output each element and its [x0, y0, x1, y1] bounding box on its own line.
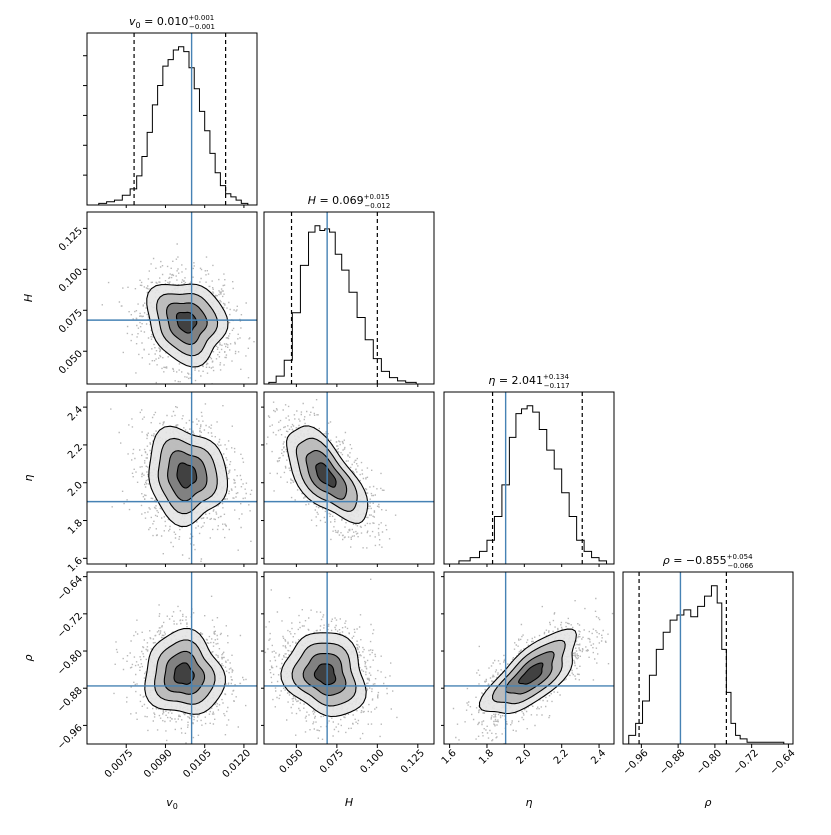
ytick-label-2-3: 2.2	[66, 442, 85, 461]
pair-panel-2-0	[86, 391, 258, 565]
pair-panel-3-0	[86, 571, 258, 745]
xtick-label-2-3: 2.2	[552, 748, 571, 767]
pair-panel-1-0	[86, 211, 258, 385]
hist-title-2: η = 2.041+0.134 −0.117	[488, 373, 569, 390]
xaxis-label-2: η	[526, 796, 533, 809]
hist-panel-2: η = 2.041+0.134 −0.117	[443, 373, 615, 565]
pair-frame-3-0	[86, 571, 258, 745]
hist-frame-1	[263, 211, 435, 385]
ytick-label-2-4: 2.4	[66, 404, 85, 423]
contour-3-2-3	[518, 662, 544, 685]
hist-panel-1: H = 0.069+0.015 −0.012	[263, 193, 435, 385]
yaxis-label-3: ρ	[22, 654, 35, 661]
hist-frame-2	[443, 391, 615, 565]
hist-frame-3	[622, 571, 794, 745]
ytick-label-3-0: −0.96	[55, 723, 84, 752]
pair-panel-3-1	[263, 571, 435, 745]
hist-panel-3: ρ = −0.855+0.054 −0.066	[622, 553, 794, 745]
xtick-label-2-4: 2.4	[589, 748, 608, 767]
contour-3-1-3	[313, 663, 337, 686]
xtick-label-0-0: 0.0075	[103, 748, 136, 781]
xtick-label-1-0: 0.050	[278, 748, 306, 776]
ytick-label-3-3: −0.72	[55, 611, 84, 640]
xtick-label-3-2: −0.80	[695, 748, 724, 777]
xtick-label-2-2: 2.0	[514, 748, 533, 767]
xaxis-label-1: H	[345, 796, 353, 809]
hist-step-0	[94, 46, 252, 205]
pair-frame-2-0	[86, 391, 258, 565]
ytick-label-1-1: 0.075	[57, 307, 85, 335]
xtick-label-1-2: 0.100	[358, 748, 386, 776]
contour-2-1-3	[315, 462, 337, 488]
ytick-label-2-1: 1.8	[66, 518, 85, 537]
xtick-label-0-3: 0.0120	[221, 748, 254, 781]
hist-panel-0: v0 = 0.010+0.001 −0.001	[83, 14, 258, 206]
ytick-label-3-1: −0.88	[55, 685, 84, 714]
xtick-label-2-0: 1.6	[440, 748, 459, 767]
hist-step-1	[265, 225, 423, 384]
yaxis-label-2: η	[22, 474, 35, 481]
hist-frame-0	[86, 32, 258, 206]
hist-title-3: ρ = −0.855+0.054 −0.066	[663, 553, 754, 570]
xtick-label-3-1: −0.88	[658, 748, 687, 777]
xtick-label-1-3: 0.125	[399, 748, 427, 776]
pair-frame-3-2	[443, 571, 615, 745]
hist-step-3	[625, 585, 789, 744]
contour-3-0-3	[173, 662, 195, 685]
ytick-label-3-4: −0.64	[55, 574, 84, 603]
xtick-label-3-0: −0.96	[621, 748, 650, 777]
pair-frame-3-1	[263, 571, 435, 745]
ytick-label-2-2: 2.0	[66, 480, 85, 499]
xaxis-label-3: ρ	[705, 796, 712, 809]
ytick-label-1-0: 0.050	[57, 348, 85, 376]
xtick-label-0-2: 0.0105	[181, 748, 214, 781]
xaxis-label-0: v0	[166, 796, 178, 811]
ytick-label-1-3: 0.125	[57, 226, 85, 254]
ytick-label-1-2: 0.100	[57, 267, 85, 295]
ytick-label-2-0: 1.6	[66, 556, 85, 575]
hist-title-1: H = 0.069+0.015 −0.012	[308, 193, 391, 210]
pair-panel-2-1	[263, 391, 435, 565]
pair-panel-3-2	[443, 571, 615, 745]
hist-title-0: v0 = 0.010+0.001 −0.001	[129, 14, 215, 31]
xtick-label-1-1: 0.075	[318, 748, 346, 776]
pair-frame-1-0	[86, 211, 258, 385]
xtick-label-2-1: 1.8	[477, 748, 496, 767]
yaxis-label-1: H	[22, 294, 35, 302]
ytick-label-3-2: −0.80	[55, 648, 84, 677]
xtick-label-0-1: 0.0090	[142, 748, 175, 781]
hist-step-2	[453, 405, 611, 564]
xtick-label-3-3: −0.72	[731, 748, 760, 777]
xtick-label-3-4: −0.64	[768, 748, 797, 777]
pair-frame-2-1	[263, 391, 435, 565]
